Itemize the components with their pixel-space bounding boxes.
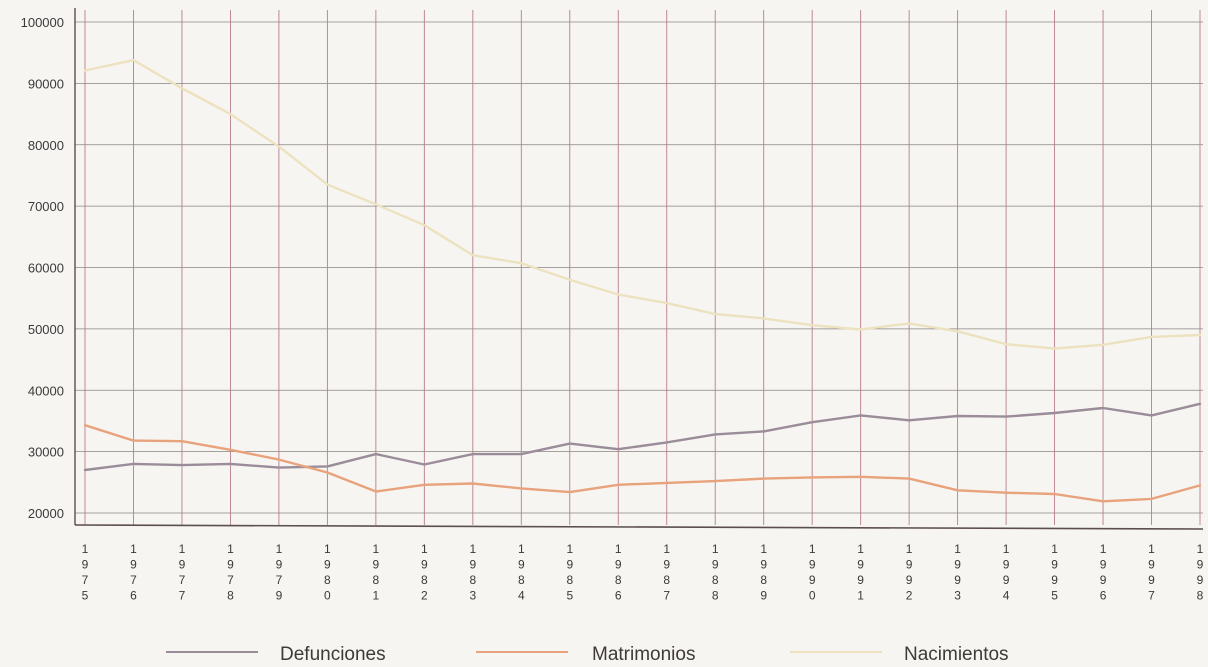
y-tick-label-50000: 50000	[28, 322, 64, 337]
legend-label-matrimonios: Matrimonios	[592, 644, 696, 665]
y-tick-label-80000: 80000	[28, 138, 64, 153]
y-tick-label-20000: 20000	[28, 506, 64, 521]
y-tick-label-40000: 40000	[28, 383, 64, 398]
chart-svg: 20000 30000 40000 50000 60000 70000 80000 90000…	[21, 8, 1204, 603]
legend-swatch-defunciones	[166, 651, 258, 653]
legend-swatch-matrimonios	[476, 651, 568, 653]
y-tick-label-60000: 60000	[28, 261, 64, 276]
legend-label-defunciones: Defunciones	[280, 644, 386, 665]
legend-swatch-nacimientos	[790, 651, 882, 653]
y-tick-label-30000: 30000	[28, 445, 64, 460]
vertical-gridlines	[84, 10, 1201, 525]
y-tick-label-90000: 90000	[28, 76, 64, 91]
series-line-defunciones	[83, 402, 1202, 472]
x-tick-labels: 1 9 7 5 1 9 7 6 1 9 7 7 1 9 7 8 1 9 7 9 1 9 8 0 1 9 8 1 1 9 8 2 1 9 8 3 1 9 8 4…	[82, 542, 1204, 603]
legend-label-nacimientos: Nacimientos	[904, 644, 1009, 665]
y-tick-labels: 20000 30000 40000 50000 60000 70000 80000 90000…	[21, 15, 64, 521]
chart-legend: Defunciones Matrimonios Nacimientos	[0, 640, 1208, 667]
series-line-nacimientos	[83, 58, 1202, 350]
series-line-matrimonios	[83, 424, 1202, 503]
x-axis-line	[74, 524, 1204, 530]
y-tick-label-70000: 70000	[28, 199, 64, 214]
y-tick-label-100000: 100000	[21, 15, 64, 30]
horizontal-gridlines	[75, 21, 1203, 514]
